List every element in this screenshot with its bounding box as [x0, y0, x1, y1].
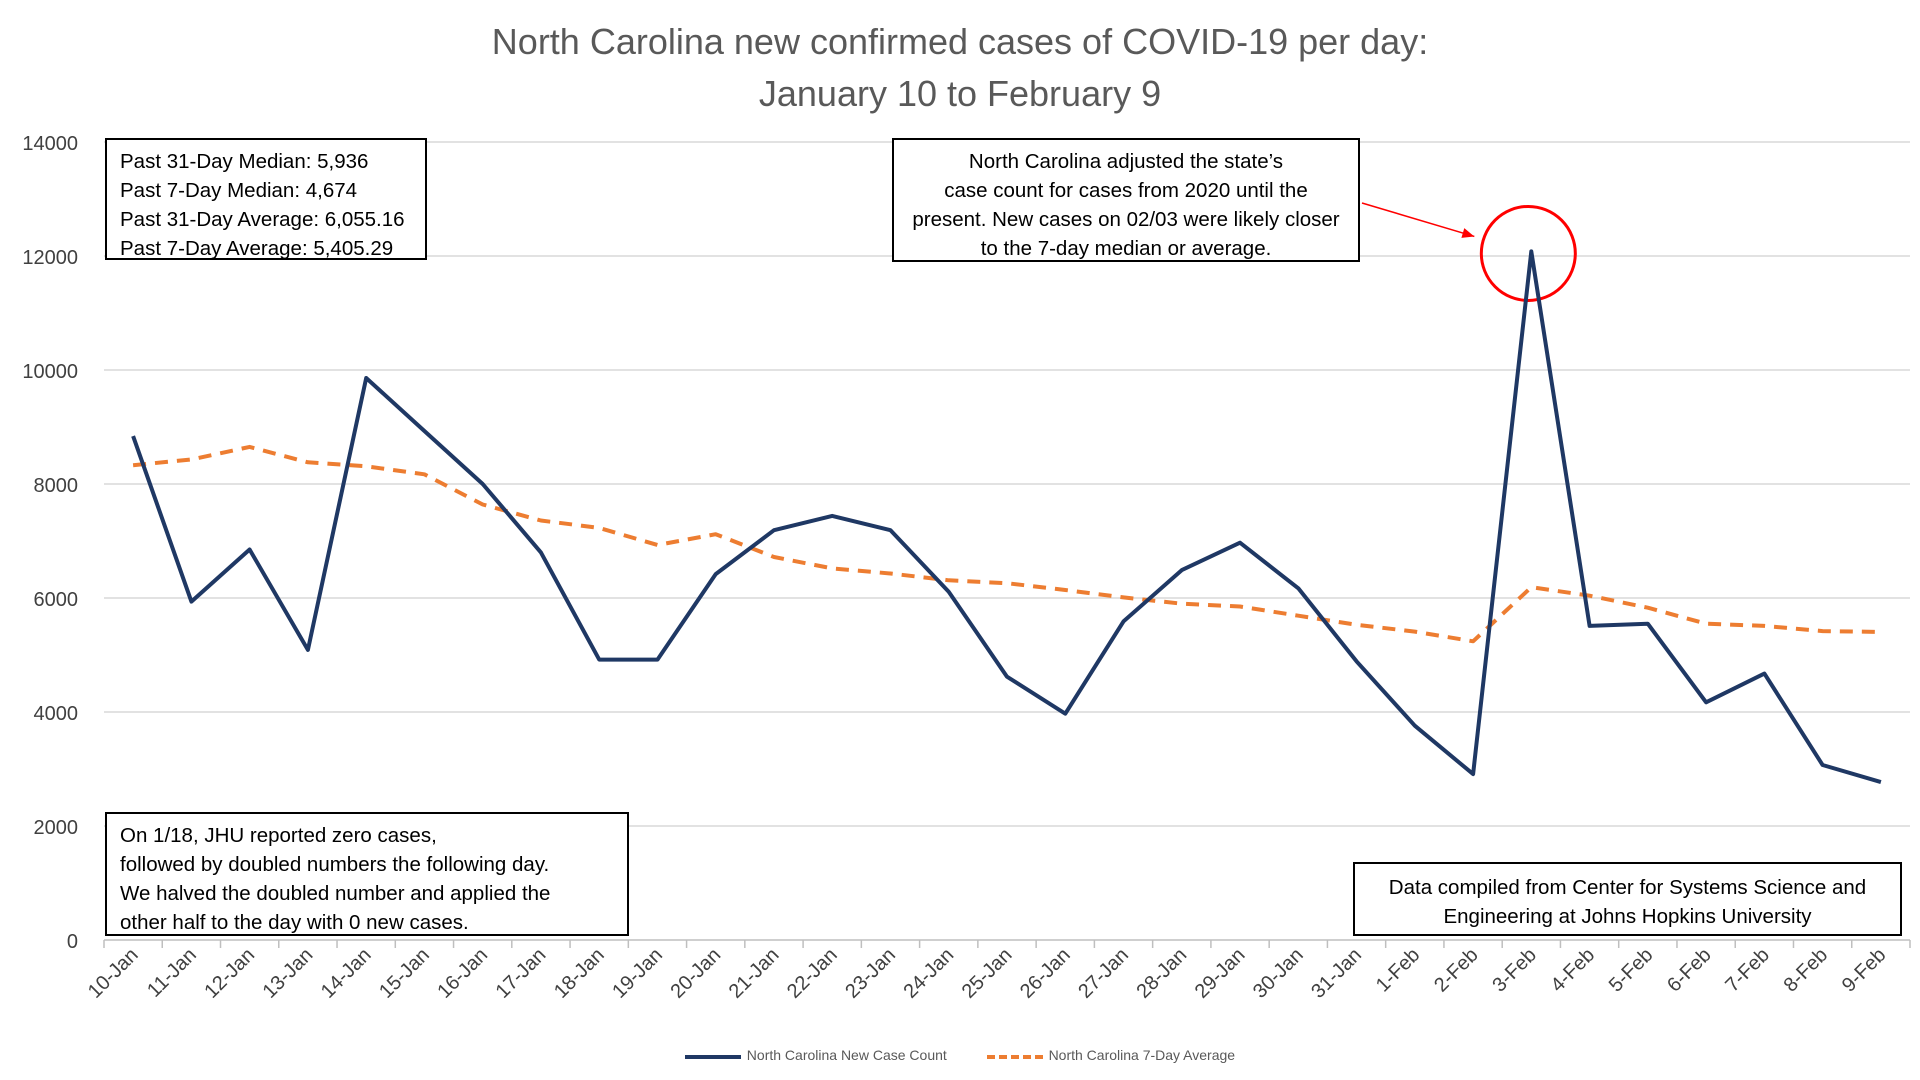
x-tick-label: 3-Feb [1488, 944, 1541, 997]
source-line: Data compiled from Center for Systems Sc… [1388, 876, 1867, 899]
x-tick-label: 14-Jan [317, 944, 376, 1003]
x-tick-label: 22-Jan [783, 944, 842, 1003]
stat-31-day-median: Past 31-Day Median: 5,936 [120, 150, 369, 173]
y-tick-label: 14000 [22, 133, 78, 155]
x-tick-label: 12-Jan [200, 944, 259, 1003]
jhu-note-line: On 1/18, JHU reported zero cases, [120, 824, 437, 847]
stat-31-day-average: Past 31-Day Average: 6,055.16 [120, 208, 405, 231]
y-tick-label: 0 [67, 931, 78, 953]
adjustment-note-line: to the 7-day median or average. [980, 237, 1272, 260]
y-tick-label: 10000 [22, 361, 78, 383]
y-tick-label: 6000 [34, 589, 79, 611]
jhu-note-line: We halved the doubled number and applied… [120, 882, 551, 905]
x-tick-label: 6-Feb [1663, 944, 1716, 997]
x-tick-label: 4-Feb [1547, 944, 1600, 997]
x-tick-label: 8-Feb [1780, 944, 1833, 997]
x-tick-label: 15-Jan [375, 944, 434, 1003]
x-tick-label: 16-Jan [433, 944, 492, 1003]
spike-highlight [1361, 202, 1577, 302]
x-tick-label: 26-Jan [1016, 944, 1075, 1003]
legend-label-case-count: North Carolina New Case Count [746, 1047, 947, 1064]
annotation-arrow-head [1461, 228, 1475, 238]
y-axis: 14000 12000 10000 8000 6000 4000 2000 0 [22, 133, 78, 953]
y-tick-label: 2000 [34, 817, 79, 839]
series-layer [131, 249, 1882, 785]
jhu-note-line: followed by doubled numbers the followin… [120, 853, 550, 876]
adjustment-note-line: case count for cases from 2020 until the [944, 179, 1308, 202]
legend-swatch-solid [684, 1054, 741, 1059]
source-box: Data compiled from Center for Systems Sc… [1353, 862, 1902, 936]
stat-7-day-average: Past 7-Day Average: 5,405.29 [120, 237, 394, 260]
legend-item-7-day-average: North Carolina 7-Day Average [986, 1047, 1236, 1064]
x-tick-label: 9-Feb [1838, 944, 1891, 997]
x-tick-label: 5-Feb [1605, 944, 1658, 997]
seven-day-average-line [132, 444, 1881, 644]
jhu-note-box: On 1/18, JHU reported zero cases, follow… [105, 812, 629, 936]
adjustment-note-line: present. New cases on 02/03 were likely … [912, 208, 1340, 231]
source-line: Engineering at Johns Hopkins University [1443, 905, 1812, 928]
x-tick-label: 1-Feb [1372, 944, 1425, 997]
x-tick-label: 17-Jan [492, 944, 551, 1003]
legend-label-7-day-average: North Carolina 7-Day Average [1048, 1047, 1236, 1064]
stat-7-day-median: Past 7-Day Median: 4,674 [120, 179, 358, 202]
y-tick-label: 12000 [22, 247, 78, 269]
legend-item-case-count: North Carolina New Case Count [684, 1047, 947, 1064]
x-tick-label: 25-Jan [958, 944, 1017, 1003]
x-tick-label: 19-Jan [608, 944, 667, 1003]
x-tick-label: 13-Jan [259, 944, 318, 1003]
x-tick-label: 29-Jan [1191, 944, 1250, 1003]
chart-title-line-1: North Carolina new confirmed cases of CO… [491, 21, 1429, 62]
y-tick-label: 4000 [34, 703, 79, 725]
x-tick-label: 27-Jan [1074, 944, 1133, 1003]
x-axis: 10-Jan 11-Jan 12-Jan 13-Jan 14-Jan 15-Jan 16-J… [84, 940, 1911, 1003]
annotation-arrow-line [1361, 202, 1475, 238]
x-tick-label: 23-Jan [841, 944, 900, 1003]
x-tick-label: 21-Jan [725, 944, 784, 1003]
adjustment-note-box: North Carolina adjusted the state’s case… [892, 138, 1360, 262]
jhu-note-line: other half to the day with 0 new cases. [120, 911, 469, 934]
statistics-box: Past 31-Day Median: 5,936 Past 7-Day Med… [105, 138, 427, 260]
spike-highlight-circle [1479, 204, 1577, 302]
x-tick-label: 20-Jan [666, 944, 725, 1003]
x-tick-label: 10-Jan [84, 944, 143, 1003]
chart-title: North Carolina new confirmed cases of CO… [0, 16, 1920, 120]
x-tick-label: 28-Jan [1133, 944, 1192, 1003]
x-tick-label: 11-Jan [143, 944, 201, 1002]
x-tick-label: 30-Jan [1249, 944, 1308, 1003]
x-tick-label: 24-Jan [899, 944, 958, 1003]
legend: North Carolina New Case Count North Caro… [0, 1046, 1920, 1063]
x-tick-label: 7-Feb [1721, 944, 1774, 997]
x-tick-label: 18-Jan [550, 944, 609, 1003]
y-tick-label: 8000 [34, 475, 79, 497]
chart-title-line-2: January 10 to February 9 [758, 73, 1162, 114]
adjustment-note-line: North Carolina adjusted the state’s [968, 150, 1284, 173]
x-tick-label: 31-Jan [1307, 944, 1366, 1003]
legend-swatch-dashed [986, 1054, 1043, 1059]
new-case-count-line [131, 249, 1882, 785]
x-tick-label: 2-Feb [1430, 944, 1483, 997]
